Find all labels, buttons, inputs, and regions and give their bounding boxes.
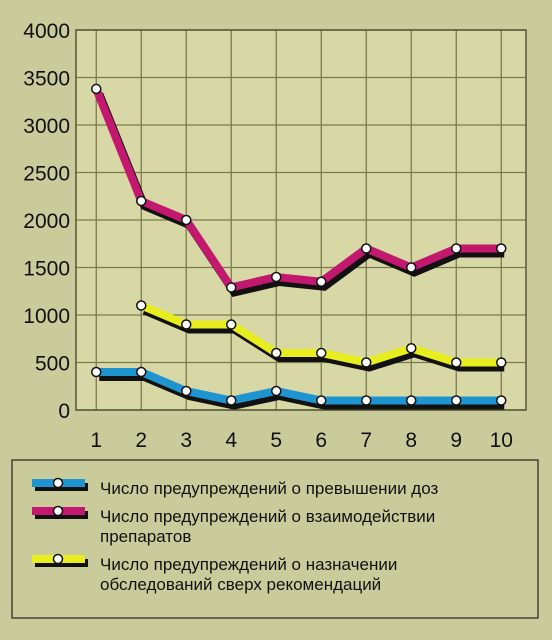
data-point	[361, 395, 372, 406]
data-point	[316, 347, 327, 359]
legend: Число предупреждений о превышении доз Чис…	[11, 459, 539, 619]
data-point	[181, 214, 192, 226]
y-tick-label: 500	[35, 353, 70, 376]
x-tick-label: 4	[225, 429, 237, 452]
y-tick-label: 3000	[23, 115, 70, 138]
x-tick-label: 9	[450, 429, 462, 452]
data-point	[226, 395, 237, 406]
x-axis-ticks: 1 2 3 4 5 6 7 8 9 10	[90, 429, 513, 452]
data-point	[451, 357, 462, 368]
x-tick-label: 2	[135, 429, 147, 452]
x-tick-label: 8	[405, 429, 417, 452]
x-tick-label: 10	[490, 429, 513, 452]
data-point	[361, 243, 372, 254]
y-tick-label: 2500	[23, 163, 70, 186]
data-point	[316, 395, 327, 406]
data-point	[406, 395, 417, 406]
data-point	[181, 385, 192, 397]
series-lines	[91, 83, 507, 410]
y-tick-label: 2000	[23, 210, 70, 233]
data-point	[136, 195, 147, 207]
x-tick-label: 5	[270, 429, 282, 452]
data-point	[406, 262, 417, 273]
legend-label-2: Число предупреждений о взаимодействии	[100, 507, 435, 526]
data-point	[91, 366, 102, 378]
x-tick-label: 3	[180, 429, 192, 452]
data-point	[496, 243, 507, 254]
data-point	[226, 282, 237, 293]
data-point	[406, 343, 417, 354]
data-point	[496, 395, 507, 406]
data-point	[226, 319, 237, 330]
legend-marker	[52, 553, 64, 565]
data-point	[271, 271, 282, 283]
legend-box	[11, 459, 539, 619]
y-tick-label: 3500	[23, 68, 70, 91]
data-point	[361, 357, 372, 368]
data-point	[451, 243, 462, 254]
legend-marker	[52, 505, 64, 517]
data-point	[451, 395, 462, 406]
data-point	[316, 276, 327, 287]
data-point	[91, 83, 102, 95]
data-point	[181, 319, 192, 330]
x-tick-label: 1	[90, 429, 102, 452]
legend-marker	[52, 477, 64, 489]
y-tick-label: 0	[58, 400, 70, 423]
series-line-1	[96, 368, 502, 405]
y-tick-label: 1000	[23, 305, 70, 328]
data-point	[136, 366, 147, 378]
legend-label-3: Число предупреждений о назначении	[100, 555, 397, 574]
legend-label-1: Число предупреждений о превышении доз	[100, 479, 438, 498]
y-tick-label: 1500	[23, 258, 70, 281]
y-tick-label: 4000	[23, 20, 70, 43]
series-line-2	[92, 87, 502, 292]
data-point	[136, 300, 147, 311]
data-point	[271, 385, 282, 397]
data-point	[271, 347, 282, 359]
x-tick-label: 6	[315, 429, 327, 452]
legend-label-2: препаратов	[100, 527, 191, 546]
y-axis-ticks: 0 500 1000 1500 2000 2500 3000 3500 4000	[23, 20, 70, 423]
data-point	[496, 357, 507, 368]
plot-border	[75, 29, 527, 411]
x-tick-label: 7	[360, 429, 372, 452]
legend-label-3: обследований сверх рекомендаций	[100, 575, 381, 594]
